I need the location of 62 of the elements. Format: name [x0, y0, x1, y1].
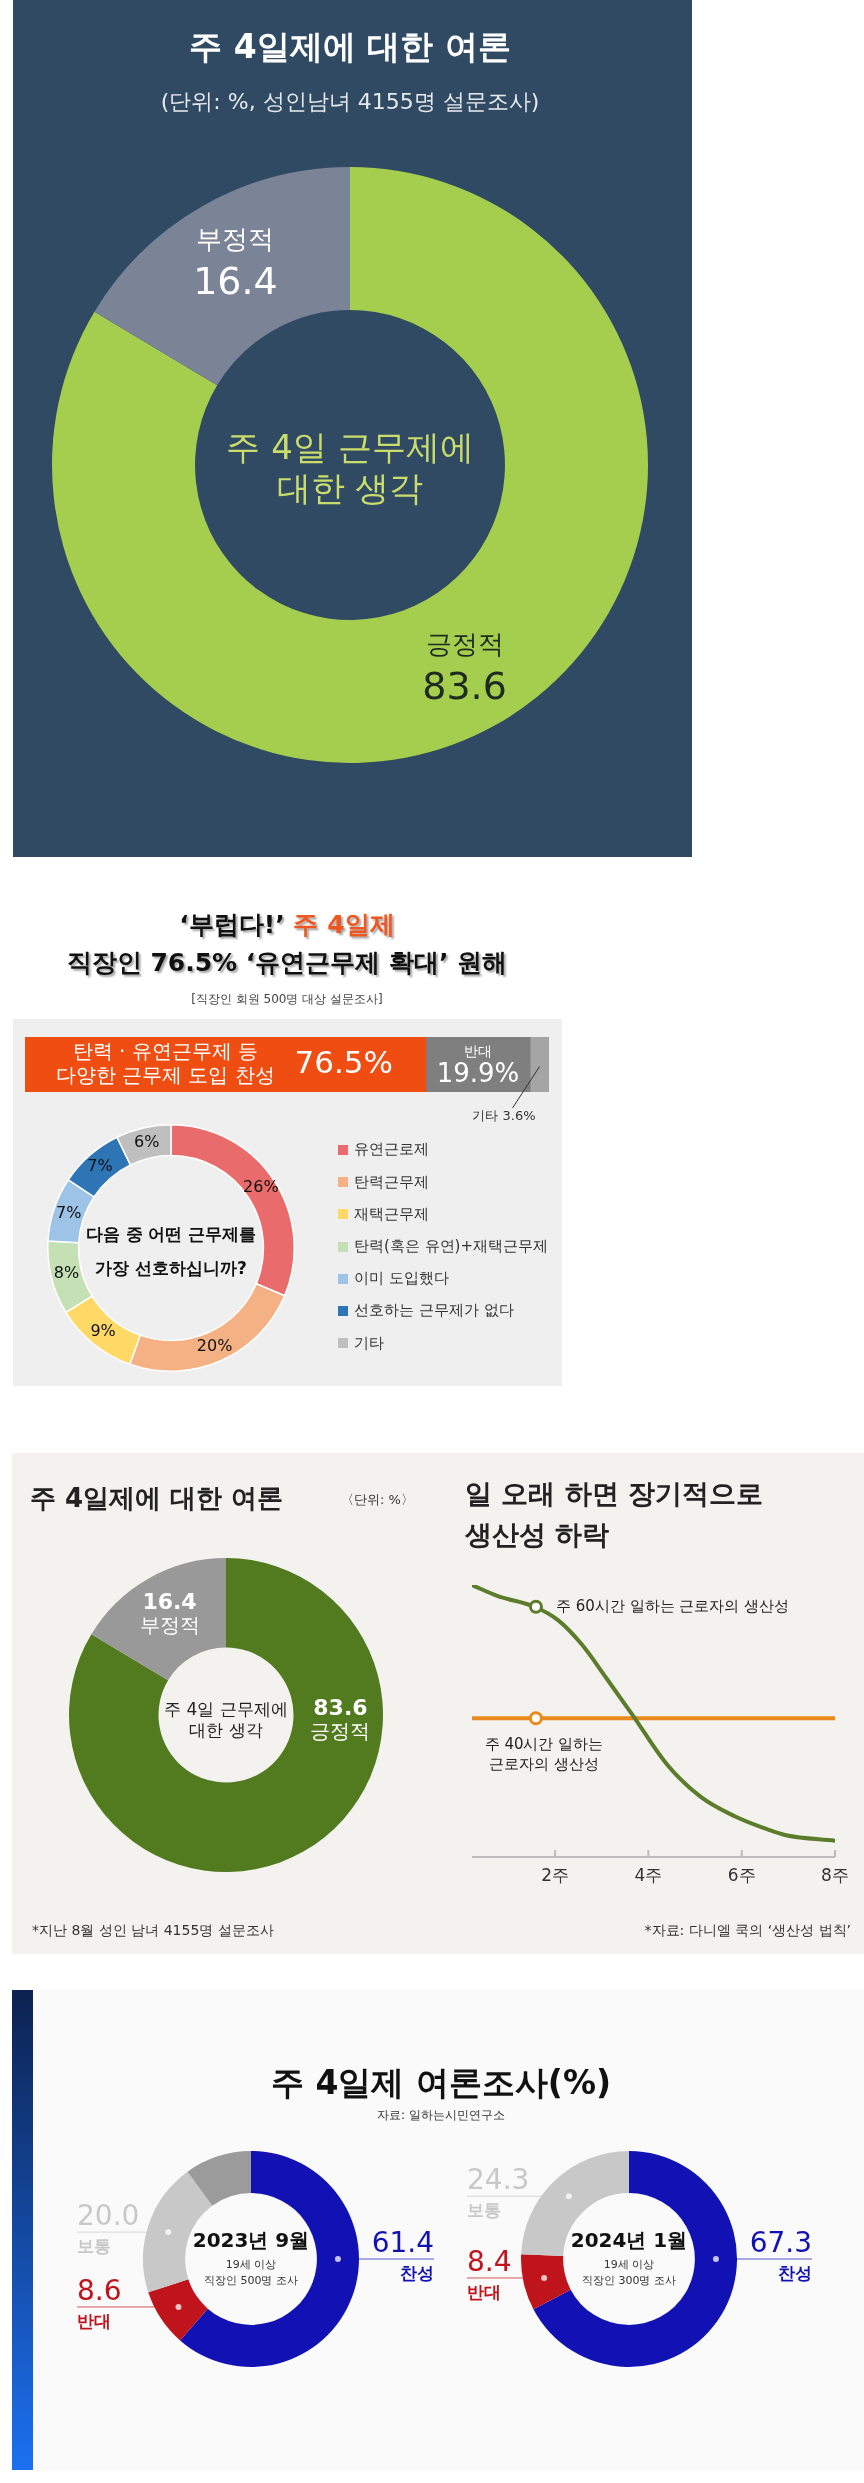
text: 19세 이상: [225, 2258, 277, 2272]
series-label: 반대: [464, 1043, 492, 1060]
text: 주 4일 근무제에 대한 생각: [226, 427, 474, 509]
slice-label: 긍정적: [425, 628, 504, 659]
slice-label: 반대: [467, 2281, 501, 2302]
chart-subtitle: (단위: %, 성인남녀 4155명 설문조사): [160, 87, 540, 116]
x-tick-label: 4주: [634, 1864, 663, 1885]
legend-label: 탄력(혹은 유연)+재택근무제: [354, 1237, 549, 1257]
legend-label: 재택근무제: [354, 1204, 429, 1224]
chart-title: 주 4일제에 대한 여론: [189, 25, 511, 68]
x-tick-label: 8주: [821, 1864, 849, 1885]
chart-title: 주 4일제 여론조사(%): [270, 2061, 612, 2104]
text: 2023년 9월: [192, 2227, 310, 2253]
data-label: 20%: [196, 1335, 233, 1355]
chart-subtitle: [직장인 회원 500명 대상 설문조사]: [191, 991, 383, 1007]
text: 자료: 일하는시민연구소: [377, 2107, 505, 2123]
legend-label: 유연근로제: [354, 1140, 429, 1160]
text: 직장인 500명 조사: [204, 2274, 298, 2288]
annotation: 주 60시간 일하는 근로자의 생산성: [555, 1596, 790, 1615]
slice-label: 찬성: [778, 2262, 812, 2283]
slice-label: 부정적: [139, 1613, 200, 1638]
series-label: 탄력 · 유연근무제 등 다양한 근무제 도입 찬성: [55, 1038, 275, 1087]
data-label: 76.5%: [294, 1043, 393, 1080]
text: 2024년 1월: [570, 2227, 688, 2253]
data-label: 7%: [55, 1203, 82, 1223]
data-label: 61.4: [371, 2226, 434, 2259]
data-label: 7%: [87, 1156, 113, 1176]
slice-label: 긍정적: [310, 1719, 371, 1744]
text: 직장인 300명 조사: [582, 2274, 676, 2288]
chart-title: 일 오래 하면 장기적으로 생산성 하락: [465, 1477, 764, 1552]
text: 다음 중 어떤 근무제를 가장 선호하십니까?: [85, 1223, 257, 1280]
data-label: 8.6: [77, 2273, 122, 2307]
data-label: 67.3: [749, 2226, 812, 2259]
slice-label: 찬성: [400, 2262, 434, 2283]
text: 주 4일 근무제에 대한 생각: [164, 1699, 288, 1741]
data-label: 26%: [243, 1177, 279, 1197]
data-label: 19.9%: [436, 1058, 520, 1089]
data-label: 8%: [53, 1263, 80, 1283]
chart-title: ‘부럽다!’ 주 4일제 직장인 76.5% ‘유연근무제 확대’ 원해: [66, 910, 508, 977]
text: 기타: [472, 1108, 499, 1124]
chart-subtitle: 〈단위: %〉: [341, 1490, 414, 1508]
data-label: 16.4: [193, 259, 278, 304]
annotation: 주 40시간 일하는 근로자의 생산성: [484, 1735, 604, 1774]
legend-label: 기타: [354, 1333, 384, 1353]
x-tick-label: 2주: [541, 1864, 569, 1885]
text: 19세 이상: [603, 2258, 655, 2272]
data-label: 9%: [90, 1320, 116, 1340]
data-label: 83.6: [422, 663, 507, 708]
text: *자료: 다니엘 쿡의 ‘생산성 법칙’: [644, 1921, 851, 1939]
text: *지난 8월 성인 남녀 4155명 설문조사: [32, 1921, 274, 1939]
data-label: 8.4: [467, 2244, 512, 2278]
data-label: 3.6%: [502, 1108, 536, 1124]
data-label: 6%: [134, 1132, 160, 1152]
chart-title: 주 4일제에 대한 여론: [30, 1482, 284, 1515]
slice-label: 부정적: [196, 223, 275, 254]
legend-label: 이미 도입했다: [354, 1269, 449, 1289]
data-label: 83.6: [313, 1694, 368, 1720]
x-tick-label: 6주: [727, 1864, 756, 1885]
legend-label: 선호하는 근무제가 없다: [354, 1301, 514, 1321]
data-label: 16.4: [142, 1588, 197, 1614]
slice-label: 반대: [77, 2310, 111, 2331]
legend-label: 탄력근무제: [354, 1172, 429, 1192]
